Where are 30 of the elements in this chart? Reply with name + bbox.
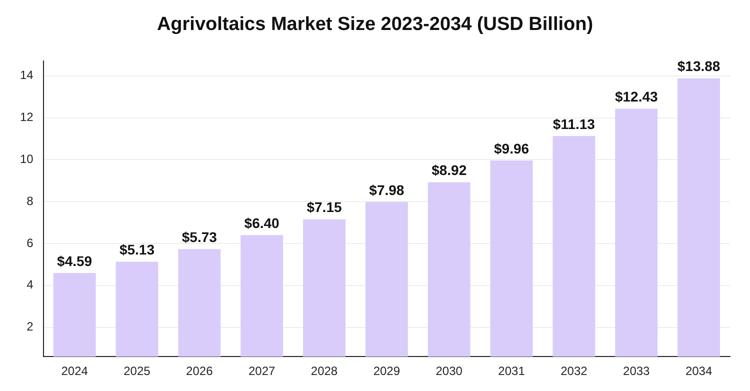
data-label: $5.73 (182, 228, 218, 245)
data-label: $7.98 (369, 182, 404, 198)
data-label: $12.43 (614, 88, 658, 105)
data-label: $11.13 (552, 116, 596, 132)
y-tick-label: 2 (26, 320, 34, 334)
y-tick-label: 8 (26, 194, 34, 208)
y-tick-label: 4 (26, 278, 34, 292)
y-tick-label: 14 (20, 68, 34, 82)
y-tick-label: 6 (26, 236, 34, 250)
data-label: $13.88 (677, 58, 720, 74)
x-tick-label: 2029 (373, 364, 400, 378)
data-label: $5.13 (119, 242, 155, 258)
x-tick-label: 2031 (498, 364, 526, 378)
x-tick-label: 2024 (61, 364, 88, 378)
x-tick-label: 2026 (186, 364, 214, 378)
x-tick-label: 2025 (124, 364, 151, 378)
x-tick-label: 2027 (248, 364, 276, 378)
data-label: $4.59 (57, 252, 92, 269)
chart-title: Agrivoltaics Market Size 2023-2034 (USD Billion) (156, 13, 594, 37)
x-tick-label: 2030 (436, 364, 463, 378)
x-tick-label: 2033 (623, 364, 650, 378)
x-tick-label: 2034 (685, 364, 712, 378)
x-tick-label: 2032 (560, 364, 588, 378)
data-label: $9.96 (494, 140, 530, 156)
y-tick-label: 12 (20, 110, 34, 124)
y-tick-label: 10 (20, 152, 34, 166)
data-label: $6.40 (244, 214, 280, 231)
data-label: $8.92 (432, 162, 467, 178)
data-label: $7.15 (306, 199, 342, 216)
x-tick-label: 2028 (310, 364, 338, 378)
